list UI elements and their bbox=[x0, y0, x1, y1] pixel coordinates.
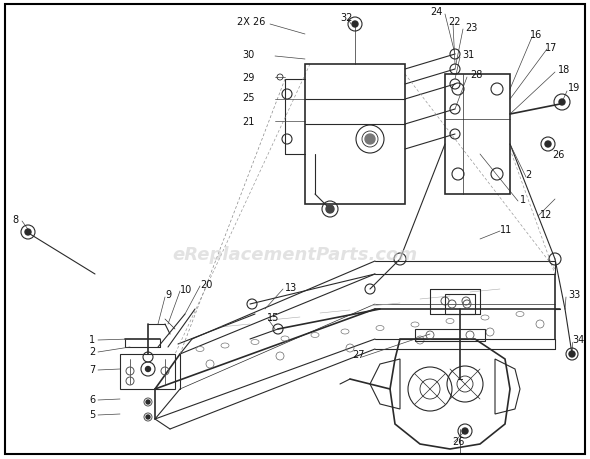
Circle shape bbox=[559, 100, 565, 106]
Text: 29: 29 bbox=[242, 73, 254, 83]
Text: 16: 16 bbox=[530, 30, 542, 40]
Text: 19: 19 bbox=[568, 83, 580, 93]
Circle shape bbox=[569, 351, 575, 357]
Text: 8: 8 bbox=[12, 214, 18, 224]
Circle shape bbox=[545, 142, 551, 148]
Text: 22: 22 bbox=[448, 17, 461, 27]
Text: 6: 6 bbox=[89, 394, 95, 404]
Text: 9: 9 bbox=[165, 289, 171, 299]
Text: 13: 13 bbox=[285, 282, 297, 292]
Text: 20: 20 bbox=[200, 280, 212, 289]
Text: 2: 2 bbox=[88, 346, 95, 356]
Text: 12: 12 bbox=[540, 210, 552, 219]
Text: 10: 10 bbox=[180, 285, 192, 294]
Circle shape bbox=[25, 230, 31, 235]
Text: 18: 18 bbox=[558, 65, 571, 75]
Text: 2X 26: 2X 26 bbox=[237, 17, 266, 27]
Text: 26: 26 bbox=[552, 150, 565, 160]
Text: 11: 11 bbox=[500, 224, 512, 235]
Circle shape bbox=[146, 415, 150, 419]
Circle shape bbox=[326, 206, 334, 213]
Text: 28: 28 bbox=[470, 70, 483, 80]
Text: 2: 2 bbox=[525, 170, 531, 179]
Text: 27: 27 bbox=[352, 349, 365, 359]
Text: 23: 23 bbox=[465, 23, 477, 33]
Text: 17: 17 bbox=[545, 43, 558, 53]
Text: 15: 15 bbox=[267, 312, 280, 322]
Circle shape bbox=[146, 400, 150, 404]
Text: 1: 1 bbox=[89, 334, 95, 344]
Text: eReplacementParts.com: eReplacementParts.com bbox=[172, 246, 418, 263]
Bar bbox=[415, 329, 485, 341]
Text: 25: 25 bbox=[242, 93, 254, 103]
Bar bbox=[445, 75, 510, 195]
Text: 24: 24 bbox=[430, 7, 442, 17]
Text: 30: 30 bbox=[242, 50, 254, 60]
Bar bbox=[305, 65, 405, 205]
Text: 21: 21 bbox=[242, 117, 254, 127]
Circle shape bbox=[352, 22, 358, 28]
Text: 31: 31 bbox=[462, 50, 474, 60]
Circle shape bbox=[146, 367, 150, 372]
Bar bbox=[445, 294, 475, 314]
Circle shape bbox=[462, 428, 468, 434]
Text: 32: 32 bbox=[340, 13, 352, 23]
Text: 5: 5 bbox=[88, 409, 95, 419]
Text: 1: 1 bbox=[520, 195, 526, 205]
Text: 7: 7 bbox=[88, 364, 95, 374]
Text: 34: 34 bbox=[572, 334, 584, 344]
Text: 26: 26 bbox=[452, 436, 464, 446]
Text: 33: 33 bbox=[568, 289, 580, 299]
Circle shape bbox=[365, 134, 375, 145]
